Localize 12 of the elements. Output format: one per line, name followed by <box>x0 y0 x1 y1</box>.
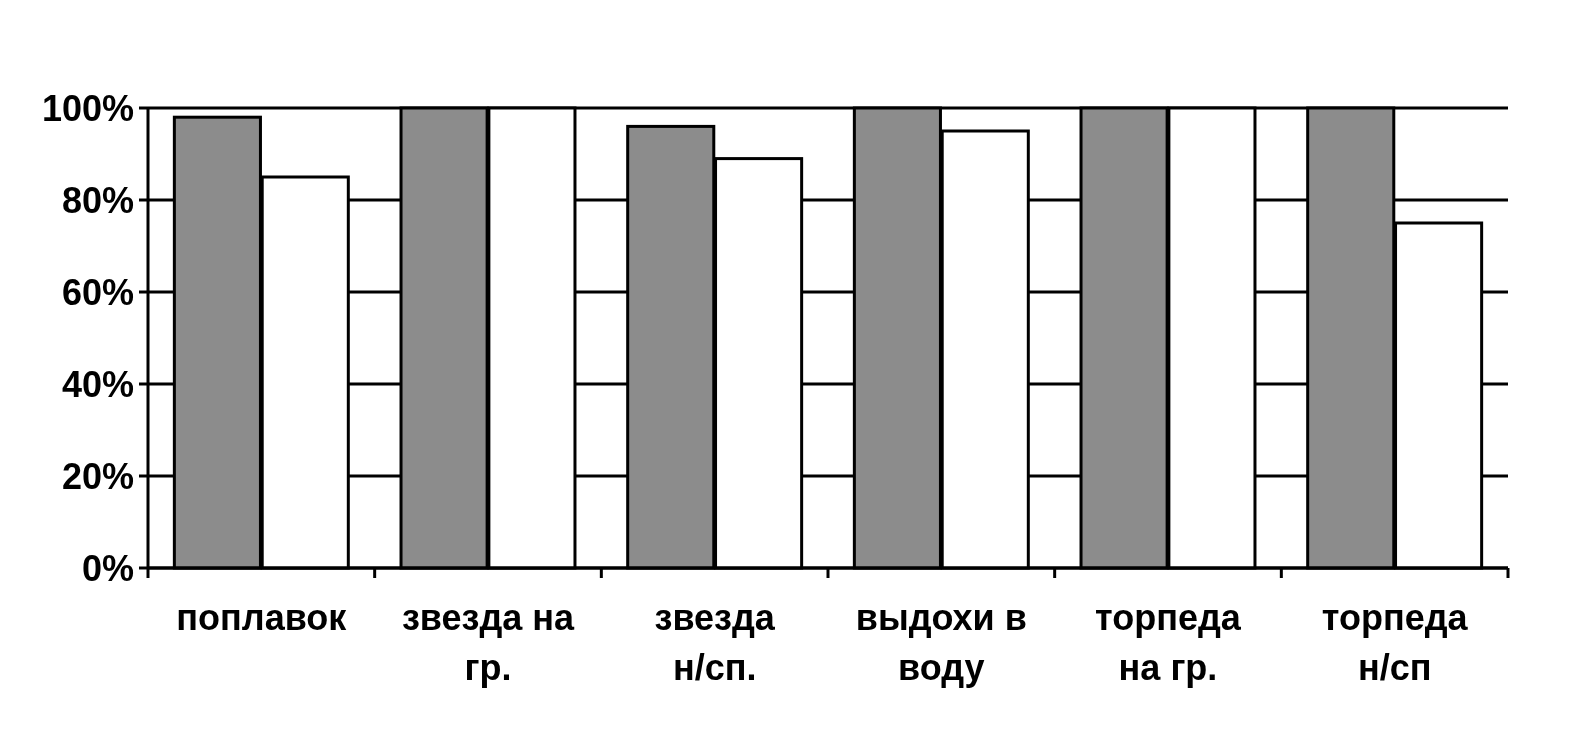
y-tick-label: 100% <box>41 87 134 129</box>
x-tick-label: выдохи в воду <box>855 597 1027 688</box>
x-tick-label: торпеда на гр. <box>1095 597 1242 688</box>
y-tick-label: 0% <box>81 547 134 589</box>
x-tick-label: звезда на гр. <box>401 597 576 688</box>
y-tick-label: 60% <box>61 271 134 313</box>
x-tick-label: звезда н/сп. <box>654 597 776 688</box>
x-tick-label: поплавок <box>176 597 348 638</box>
y-tick-label: 40% <box>61 363 134 405</box>
x-tick-label: торпеда н/сп <box>1321 597 1469 688</box>
y-tick-label: 20% <box>61 455 134 497</box>
y-tick-label: 80% <box>61 179 134 221</box>
